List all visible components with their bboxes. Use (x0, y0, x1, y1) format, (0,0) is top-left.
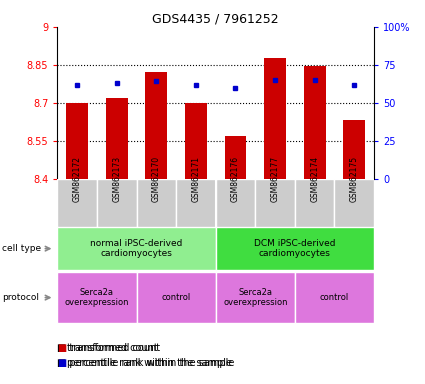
Text: percentile rank within the sample: percentile rank within the sample (67, 358, 232, 368)
FancyBboxPatch shape (57, 179, 97, 227)
Text: Serca2a
overexpression: Serca2a overexpression (223, 288, 288, 307)
Text: protocol: protocol (2, 293, 39, 302)
FancyBboxPatch shape (255, 179, 295, 227)
FancyBboxPatch shape (97, 179, 136, 227)
Text: GSM862177: GSM862177 (271, 156, 280, 202)
Text: Serca2a
overexpression: Serca2a overexpression (65, 288, 129, 307)
Title: GDS4435 / 7961252: GDS4435 / 7961252 (153, 13, 279, 26)
Text: ■: ■ (57, 343, 67, 353)
FancyBboxPatch shape (215, 272, 295, 323)
Bar (185, 103, 207, 179)
Text: transformed count: transformed count (67, 343, 158, 353)
Text: ■ transformed count: ■ transformed count (57, 343, 161, 353)
Text: control: control (320, 293, 349, 302)
Text: GSM862170: GSM862170 (152, 156, 161, 202)
Bar (304, 66, 326, 179)
Bar (145, 72, 167, 179)
Text: cell type: cell type (2, 244, 41, 253)
Text: normal iPSC-derived
cardiomyocytes: normal iPSC-derived cardiomyocytes (91, 239, 183, 258)
Text: GSM862176: GSM862176 (231, 156, 240, 202)
Text: GSM862173: GSM862173 (112, 156, 121, 202)
FancyBboxPatch shape (57, 227, 215, 270)
Bar (224, 136, 246, 179)
Text: GSM862171: GSM862171 (191, 156, 201, 202)
Bar (343, 121, 365, 179)
FancyBboxPatch shape (215, 227, 374, 270)
Text: ■: ■ (57, 358, 67, 368)
Text: GSM862175: GSM862175 (350, 156, 359, 202)
FancyBboxPatch shape (334, 179, 374, 227)
Text: ■ percentile rank within the sample: ■ percentile rank within the sample (57, 358, 235, 368)
FancyBboxPatch shape (295, 272, 374, 323)
FancyBboxPatch shape (57, 272, 136, 323)
Bar (106, 98, 128, 179)
FancyBboxPatch shape (176, 179, 215, 227)
Text: GSM862174: GSM862174 (310, 156, 319, 202)
FancyBboxPatch shape (136, 272, 215, 323)
Text: GSM862172: GSM862172 (73, 156, 82, 202)
FancyBboxPatch shape (215, 179, 255, 227)
Bar (66, 103, 88, 179)
Text: DCM iPSC-derived
cardiomyocytes: DCM iPSC-derived cardiomyocytes (254, 239, 336, 258)
FancyBboxPatch shape (295, 179, 334, 227)
Text: control: control (162, 293, 191, 302)
Bar (264, 58, 286, 179)
FancyBboxPatch shape (136, 179, 176, 227)
